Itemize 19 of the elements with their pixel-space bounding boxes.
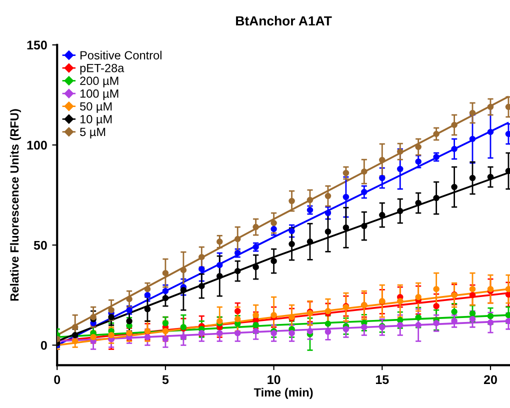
legend-label: 50 µM: [80, 102, 112, 113]
legend-label: 5 µM: [80, 128, 106, 138]
legend-label: Positive Control: [80, 50, 162, 60]
legend-label: 100 µM: [80, 89, 118, 100]
x-tick-label: 20: [484, 375, 497, 384]
y-axis-title: Relative Fluorescence Units (RFU): [10, 109, 21, 301]
legend-label: pET-28a: [80, 64, 124, 75]
x-tick-label: 5: [162, 375, 169, 384]
legend-label: 10 µM: [80, 114, 112, 126]
x-tick-label: 0: [54, 375, 60, 384]
x-axis-title: Time (min): [254, 388, 313, 399]
chart-title: BtAnchor A1AT: [236, 16, 332, 26]
x-tick-label: 15: [376, 375, 389, 384]
y-tick-label: 0: [40, 340, 47, 350]
y-tick-label: 150: [27, 40, 47, 50]
x-tick-label: 10: [268, 375, 280, 384]
y-tick-label: 100: [27, 140, 47, 150]
y-tick-label: 50: [34, 240, 47, 250]
legend-label: 200 µM: [80, 76, 118, 88]
